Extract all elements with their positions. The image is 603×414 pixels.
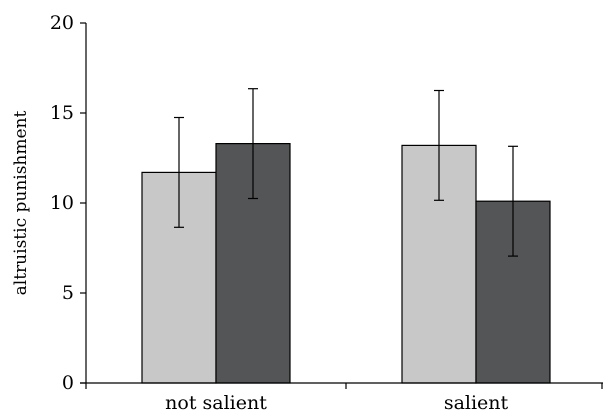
y-tick-label: 0 [62, 372, 74, 394]
x-tick-label: salient [444, 392, 509, 414]
axes-layer [80, 22, 603, 389]
error-bars-layer [174, 88, 518, 257]
y-tick-label: 20 [50, 12, 74, 34]
y-axis-title: altruistic punishment [11, 110, 31, 295]
y-tick-label: 15 [50, 102, 74, 124]
bars-layer [141, 143, 551, 384]
y-tick-label: 10 [50, 192, 74, 214]
y-tick-label: 5 [62, 282, 74, 304]
labels-layer: 0 5 10 15 20 not salient salient altruistic pun… [11, 12, 509, 414]
x-tick-label: not salient [165, 392, 267, 414]
